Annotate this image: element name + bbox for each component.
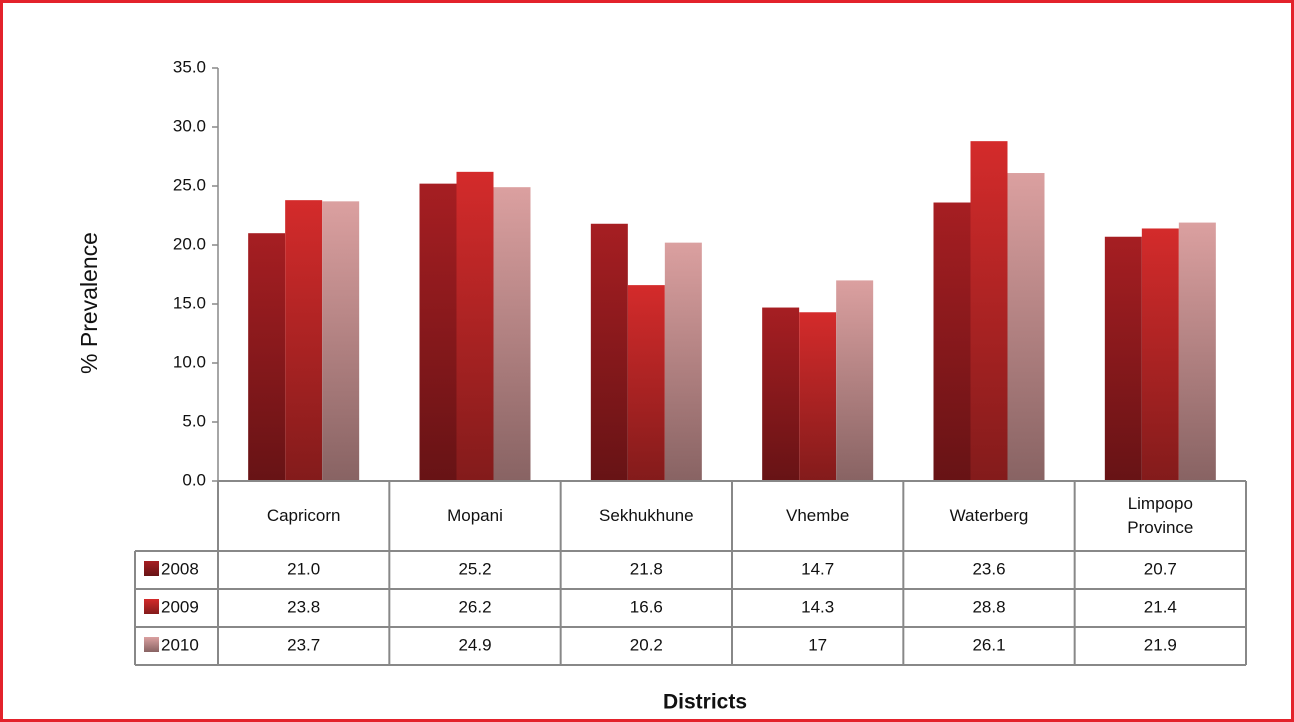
data-label: 23.8: [287, 597, 320, 616]
data-label: 21.4: [1144, 597, 1177, 616]
legend-swatch: [144, 599, 159, 614]
data-label: 14.7: [801, 559, 834, 578]
bar: [590, 223, 628, 481]
bar: [493, 187, 531, 481]
bar: [933, 202, 971, 481]
category-label: Waterberg: [903, 481, 1074, 551]
y-axis-label: % Prevalence: [76, 232, 102, 374]
data-label: 28.8: [972, 597, 1005, 616]
category-text: Capricorn: [266, 506, 341, 525]
category-text: Sekhukhune: [599, 506, 694, 525]
legend-label: 2008: [161, 559, 199, 578]
legend-label: 2010: [161, 635, 199, 654]
y-tick-label: 15.0: [173, 293, 206, 312]
legend-swatch: [144, 637, 159, 652]
data-label: 21.9: [1144, 635, 1177, 654]
y-tick-label: 30.0: [173, 116, 206, 135]
category-text: Limpopo Province: [1127, 494, 1194, 537]
category-label: Limpopo Province: [1075, 481, 1246, 551]
category-label: Vhembe: [732, 481, 903, 551]
category-text: Mopani: [447, 506, 503, 525]
data-label: 20.7: [1144, 559, 1177, 578]
data-label: 21.8: [630, 559, 663, 578]
data-label: 23.7: [287, 635, 320, 654]
y-tick-label: 35.0: [173, 57, 206, 76]
legend-swatch: [144, 561, 159, 576]
y-tick-label: 10.0: [173, 352, 206, 371]
data-label: 26.1: [972, 635, 1005, 654]
chart: % Prevalence Districts 0.0 5.0 10.0 15.0 20.…: [76, 57, 1247, 714]
data-label: 14.3: [801, 597, 834, 616]
category-label: Sekhukhune: [561, 481, 732, 551]
bar: [1104, 236, 1142, 481]
bar: [322, 201, 360, 481]
bar: [248, 233, 286, 481]
bar: [456, 171, 494, 481]
category-text: Waterberg: [949, 506, 1029, 525]
category-label: Mopani: [389, 481, 560, 551]
category-label: Capricorn: [218, 481, 389, 551]
bar: [627, 285, 665, 481]
bar: [836, 280, 874, 481]
data-label: 26.2: [458, 597, 491, 616]
y-tick-label: 0.0: [182, 470, 206, 489]
y-tick-label: 25.0: [173, 175, 206, 194]
bar: [664, 242, 702, 481]
data-label: 20.2: [630, 635, 663, 654]
bar: [285, 200, 323, 481]
bar: [1141, 228, 1179, 481]
y-tick-label: 5.0: [182, 411, 206, 430]
data-label: 23.6: [972, 559, 1005, 578]
category-text: Vhembe: [786, 506, 850, 525]
legend-label: 2009: [161, 597, 199, 616]
bar: [419, 183, 457, 481]
bar: [799, 312, 837, 481]
data-label: 21.0: [287, 559, 320, 578]
bar: [1007, 173, 1045, 481]
data-label: 16.6: [630, 597, 663, 616]
y-tick-label: 20.0: [173, 234, 206, 253]
bar: [762, 307, 800, 481]
data-label: 24.9: [458, 635, 491, 654]
bar: [1178, 222, 1216, 481]
data-label: 17: [808, 635, 827, 654]
bar: [970, 141, 1008, 481]
data-label: 25.2: [458, 559, 491, 578]
x-axis-label: Districts: [663, 691, 747, 714]
